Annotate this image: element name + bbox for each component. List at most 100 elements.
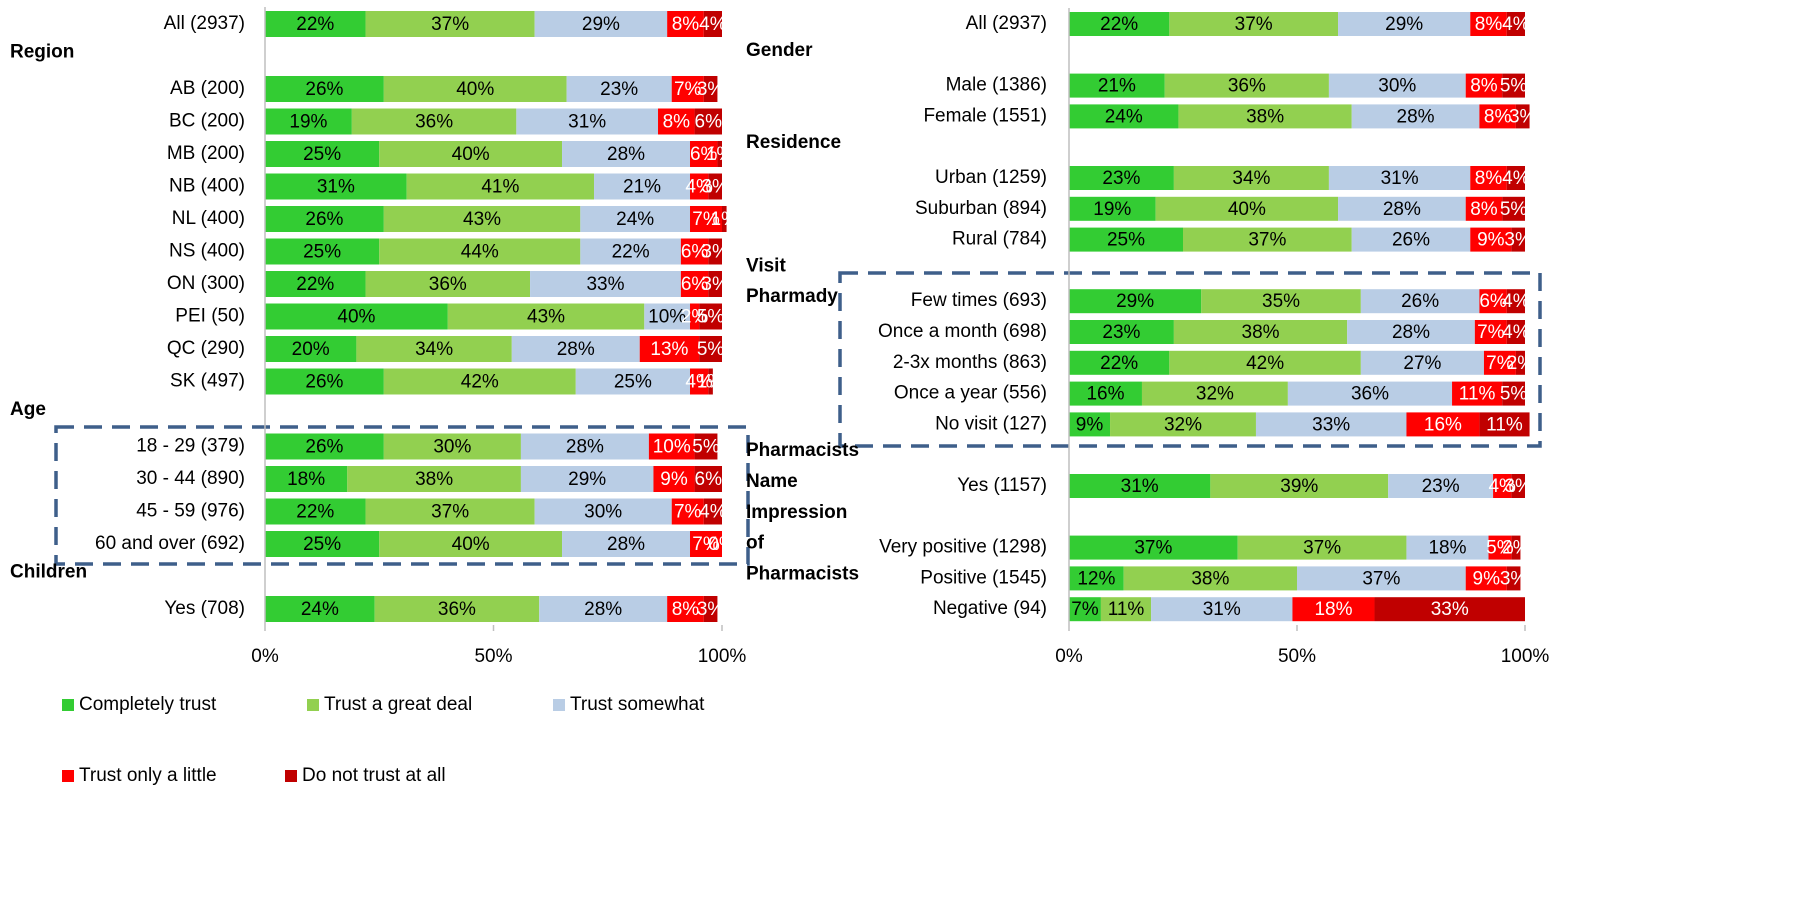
value-label: 37% xyxy=(1248,230,1286,251)
value-label: 29% xyxy=(568,469,606,490)
bar-segment xyxy=(690,206,722,232)
value-label: 5% xyxy=(1500,76,1528,97)
value-label: 4% xyxy=(1488,476,1516,497)
bar-segment xyxy=(1069,320,1174,344)
bar-segment xyxy=(690,173,709,200)
value-label: 10% xyxy=(648,307,686,328)
group-heading: Pharmady xyxy=(746,286,838,307)
value-label: 22% xyxy=(612,242,650,263)
bar-segment xyxy=(1511,227,1525,252)
value-label: 38% xyxy=(1246,106,1284,127)
category-label: All (2937) xyxy=(966,13,1047,34)
bar-segment xyxy=(265,336,357,362)
category-label: MB (200) xyxy=(167,143,245,164)
bar-segment xyxy=(365,11,535,37)
bar-segment xyxy=(1164,73,1329,98)
bar-segment xyxy=(1360,289,1480,314)
bar-segment xyxy=(699,303,722,330)
value-label: 16% xyxy=(1086,384,1124,405)
value-label: 7% xyxy=(1486,353,1514,374)
bar-segment xyxy=(1506,12,1525,36)
value-label: 8% xyxy=(663,112,691,133)
bar-segment xyxy=(575,368,691,395)
value-label: 22% xyxy=(1100,353,1138,374)
value-label: 3% xyxy=(697,599,725,620)
value-label: 1% xyxy=(711,209,739,230)
bar-segment xyxy=(383,368,576,395)
bar-segment xyxy=(265,11,366,37)
group-heading: Impression xyxy=(746,502,847,523)
value-label: 27% xyxy=(1403,353,1441,374)
value-label: 36% xyxy=(438,599,476,620)
bar-segment xyxy=(1479,412,1530,437)
value-label: 32% xyxy=(1164,414,1202,435)
value-label: 33% xyxy=(1312,414,1350,435)
bar-segment xyxy=(671,76,704,102)
bar-segment xyxy=(703,498,722,525)
group-heading: Name xyxy=(746,471,798,492)
value-label: 4% xyxy=(1502,322,1530,343)
bar-segment xyxy=(379,531,563,557)
value-label: 24% xyxy=(1105,106,1143,127)
bar-segment xyxy=(379,238,581,265)
value-label: 23% xyxy=(600,79,638,100)
category-label: Negative (94) xyxy=(933,598,1047,619)
bar-segment xyxy=(1406,412,1480,437)
bar-segment xyxy=(1069,104,1179,129)
value-label: 19% xyxy=(1093,199,1131,220)
value-label: 43% xyxy=(463,209,501,230)
bar-segment xyxy=(265,141,380,167)
bar-segment xyxy=(406,173,595,200)
bar-segment xyxy=(511,336,640,362)
value-label: 7% xyxy=(692,209,720,230)
bar-segment xyxy=(365,271,531,297)
value-label: 31% xyxy=(1381,168,1419,189)
value-label: 35% xyxy=(1262,291,1300,312)
bar-segment xyxy=(265,271,366,297)
group-heading: Region xyxy=(10,42,74,63)
bar-segment xyxy=(520,433,649,460)
group-heading: Age xyxy=(10,399,46,420)
category-label: Very positive (1298) xyxy=(879,537,1047,558)
bar-segment xyxy=(265,596,375,622)
bar-segment xyxy=(1452,381,1503,406)
bar-segment xyxy=(1100,597,1152,622)
x-tick-label: 100% xyxy=(1501,646,1550,667)
value-label: 3% xyxy=(1504,476,1532,497)
category-label: All (2937) xyxy=(164,13,245,34)
value-label: 28% xyxy=(584,599,622,620)
value-label: 36% xyxy=(1228,76,1266,97)
bar-segment xyxy=(1069,474,1211,498)
value-label: 9% xyxy=(660,469,688,490)
value-label: 3% xyxy=(697,79,725,100)
value-label: 37% xyxy=(431,502,469,523)
value-label: 7% xyxy=(1071,599,1099,620)
value-label: 38% xyxy=(1191,568,1229,589)
value-label: 25% xyxy=(1107,230,1145,251)
bar-segment xyxy=(1287,381,1453,406)
category-label: Once a year (556) xyxy=(894,383,1047,404)
value-label: 7% xyxy=(1477,322,1505,343)
bar-segment xyxy=(1479,104,1516,129)
bar-segment xyxy=(667,596,704,622)
value-label: 38% xyxy=(1242,322,1280,343)
value-label: 43% xyxy=(527,307,565,328)
bar-segment xyxy=(1465,73,1503,98)
value-label: 26% xyxy=(1401,291,1439,312)
value-label: 34% xyxy=(1232,168,1270,189)
value-label: 8% xyxy=(1470,199,1498,220)
x-tick-label: 50% xyxy=(1278,646,1316,667)
bar-segment xyxy=(694,108,722,135)
bar-segment xyxy=(1474,320,1507,344)
bar-segment xyxy=(1069,535,1238,560)
value-label: 28% xyxy=(1397,106,1435,127)
value-label: 19% xyxy=(289,112,327,133)
bar-segment xyxy=(1069,227,1183,252)
bar-segment xyxy=(694,466,722,492)
bar-segment xyxy=(1069,166,1174,190)
value-label: 3% xyxy=(1509,106,1537,127)
value-label: 26% xyxy=(305,437,343,458)
bar-segment xyxy=(1479,289,1507,314)
category-label: ON (300) xyxy=(167,273,245,294)
value-label: 33% xyxy=(1431,599,1469,620)
